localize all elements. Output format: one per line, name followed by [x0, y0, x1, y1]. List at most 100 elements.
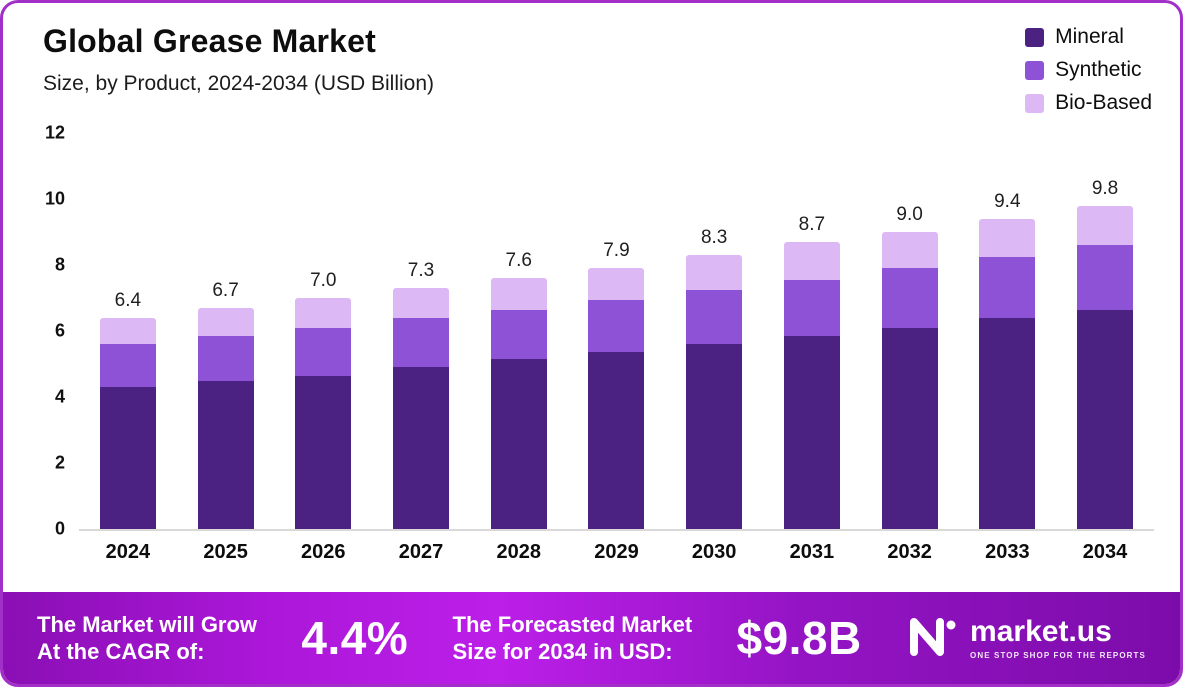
- bar-total-label: 7.6: [505, 250, 532, 272]
- bar-column-2031: 8.7: [783, 213, 840, 529]
- forecast-label-line1: The Forecasted Market: [452, 611, 693, 637]
- legend-item-biobased: Bio-Based: [1025, 91, 1152, 115]
- segment-biobased: [490, 278, 547, 310]
- cagr-label-line1: The Market will Grow: [37, 611, 258, 637]
- bar-stack: [490, 278, 547, 529]
- segment-biobased: [881, 232, 938, 269]
- cagr-label-line2: At the CAGR of:: [37, 639, 205, 664]
- legend-item-synthetic: Synthetic: [1025, 58, 1152, 82]
- y-tick-label: 6: [54, 320, 65, 341]
- page-subtitle: Size, by Product, 2024-2034 (USD Billion…: [43, 72, 435, 95]
- bar-column-2029: 7.9: [588, 240, 645, 529]
- brand-block: market.us ONE STOP SHOP FOR THE REPORTS: [906, 614, 1146, 663]
- x-tick-label: 2032: [887, 541, 932, 563]
- bar-column-2024: 6.4: [99, 289, 156, 529]
- legend-swatch: [1025, 60, 1045, 80]
- segment-synthetic: [393, 317, 450, 368]
- segment-mineral: [197, 380, 254, 529]
- bar-column-2033: 9.4: [979, 190, 1036, 529]
- bar-stack: [393, 288, 450, 529]
- segment-synthetic: [490, 309, 547, 360]
- bar-stack: [588, 268, 645, 529]
- bar-column-2026: 7.0: [295, 270, 352, 529]
- segment-synthetic: [979, 256, 1036, 318]
- brand-name: market.us: [970, 614, 1112, 648]
- segment-synthetic: [295, 327, 352, 376]
- bar-column-2034: 9.8: [1077, 177, 1134, 529]
- segment-mineral: [588, 352, 645, 529]
- bar-stack: [979, 218, 1036, 529]
- y-tick-label: 12: [44, 122, 65, 143]
- bar-total-label: 6.7: [212, 279, 239, 301]
- forecast-value: $9.8B: [736, 612, 862, 664]
- x-tick-label: 2028: [496, 541, 541, 563]
- y-tick-label: 0: [54, 518, 65, 539]
- x-tick-label: 2034: [1082, 541, 1128, 563]
- segment-biobased: [197, 307, 254, 336]
- segment-mineral: [783, 335, 840, 529]
- bar-stack: [197, 307, 254, 529]
- x-tick-label: 2031: [789, 541, 835, 563]
- bar-column-2030: 8.3: [686, 227, 743, 529]
- bar-total-label: 9.4: [994, 190, 1021, 212]
- segment-synthetic: [197, 335, 254, 381]
- segment-mineral: [686, 344, 743, 529]
- bar-column-2025: 6.7: [197, 279, 254, 529]
- x-tick-label: 2024: [105, 541, 151, 563]
- y-axis: 12 10 8 6 4 2 0: [33, 123, 79, 539]
- bar-total-label: 8.7: [798, 213, 826, 235]
- y-tick-label: 8: [54, 254, 65, 275]
- bar-stack: [1077, 205, 1134, 529]
- segment-mineral: [979, 317, 1036, 529]
- segment-synthetic: [588, 299, 645, 353]
- stacked-bar-chart: 12 10 8 6 4 2 0 6.4 6.7 7.0 7.3 7.6 7.9 8.3 8.7 9.0 9.4…: [3, 119, 1180, 564]
- forecast-label: The Forecasted Market Size for 2034 in U…: [453, 611, 693, 666]
- bar-total-label: 8.3: [700, 227, 728, 249]
- bar-total-label: 7.3: [407, 260, 435, 282]
- page-title: Global Grease Market: [43, 23, 377, 59]
- segment-biobased: [1077, 205, 1134, 246]
- y-tick-label: 2: [54, 452, 65, 473]
- bar-total-label: 7.9: [603, 240, 630, 262]
- legend-label: Synthetic: [1055, 58, 1142, 81]
- x-tick-label: 2025: [203, 541, 248, 563]
- bar-column-2027: 7.3: [393, 260, 450, 529]
- header: Global Grease Market Size, by Product, 2…: [3, 3, 1180, 119]
- footer-banner: The Market will Grow At the CAGR of: 4.4…: [3, 592, 1180, 684]
- y-tick-label: 4: [54, 386, 65, 407]
- brand-tagline: ONE STOP SHOP FOR THE REPORTS: [970, 650, 1146, 660]
- segment-mineral: [1077, 309, 1134, 529]
- cagr-value: 4.4%: [301, 612, 409, 664]
- segment-synthetic: [881, 268, 938, 328]
- bar-stack: [881, 232, 938, 529]
- bar-total-label: 7.0: [310, 270, 337, 292]
- segment-mineral: [490, 359, 547, 529]
- segment-biobased: [588, 268, 645, 300]
- title-block: Global Grease Market Size, by Product, 2…: [43, 23, 434, 96]
- x-axis-labels: 2024 2025 2026 2027 2028 2029 2030 2031 2032 2033…: [79, 541, 1154, 564]
- forecast-label-line2: Size for 2034 in USD:: [452, 639, 673, 664]
- legend-item-mineral: Mineral: [1025, 25, 1152, 49]
- bar-stack: [686, 255, 743, 529]
- plot-area: 6.4 6.7 7.0 7.3 7.6 7.9 8.3 8.7 9.0 9.4 9.8: [79, 133, 1154, 531]
- bar-stack: [99, 317, 156, 529]
- bar-total-label: 9.8: [1091, 177, 1119, 199]
- plot-wrap: 6.4 6.7 7.0 7.3 7.6 7.9 8.3 8.7 9.0 9.4 9.8 2024 20…: [79, 133, 1154, 564]
- legend: Mineral Synthetic Bio-Based: [1025, 23, 1152, 115]
- x-tick-label: 2033: [985, 541, 1030, 563]
- bar-total-label: 6.4: [114, 289, 142, 311]
- bar-stack: [295, 298, 352, 529]
- brand-text: market.us ONE STOP SHOP FOR THE REPORTS: [970, 614, 1146, 660]
- x-tick-label: 2027: [398, 541, 444, 563]
- segment-mineral: [881, 327, 938, 529]
- segment-biobased: [393, 288, 450, 318]
- bar-column-2028: 7.6: [490, 250, 547, 529]
- segment-synthetic: [1077, 245, 1134, 310]
- segment-biobased: [295, 298, 352, 328]
- segment-synthetic: [99, 344, 156, 388]
- legend-swatch: [1025, 27, 1045, 47]
- segment-biobased: [979, 218, 1036, 257]
- y-tick-label: 10: [44, 188, 65, 209]
- segment-biobased: [99, 317, 156, 345]
